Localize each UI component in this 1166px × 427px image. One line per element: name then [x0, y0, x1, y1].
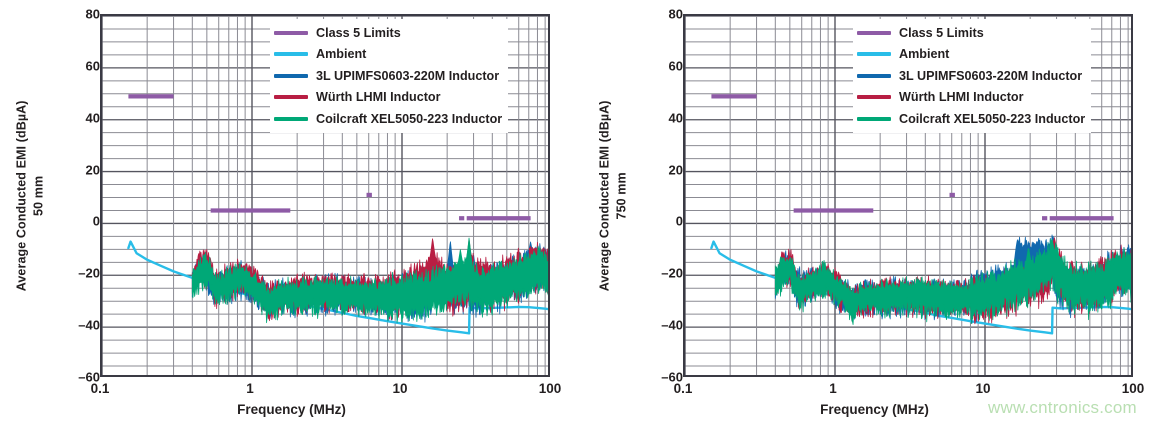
legend-item: Coilcraft XEL5050-223 Inductor: [274, 108, 502, 130]
y-tick-label: –20: [661, 265, 683, 281]
legend-swatch-ambient: [274, 52, 308, 57]
legend-swatch-limit: [857, 30, 891, 35]
legend-item: Ambient: [274, 44, 502, 66]
x-tick-label: 1: [246, 381, 254, 396]
legend-label: Class 5 Limits: [316, 25, 401, 40]
chart-panel-50mm: Average Conducted EMI (dBµA) 50 mm 80 60 4…: [14, 7, 562, 418]
y-axis-label-sub: 750 mm: [614, 172, 628, 220]
site-watermark: www.cntronics.com: [988, 398, 1137, 417]
x-tick-label: 100: [1121, 381, 1145, 396]
legend-right: Class 5 Limits Ambient 3L UPIMFS0603-220M …: [853, 19, 1092, 133]
legend-swatch-blue: [274, 73, 308, 78]
x-axis-label-left: Frequency (MHz): [237, 402, 346, 417]
legend-label: 3L UPIMFS0603-220M Inductor: [316, 68, 500, 83]
x-tick-label: 10: [975, 381, 991, 396]
legend-item: Class 5 Limits: [857, 22, 1085, 44]
y-tick-label: 40: [668, 110, 683, 126]
y-tick-label: 80: [85, 6, 100, 22]
legend-item: 3L UPIMFS0603-220M Inductor: [857, 65, 1085, 87]
legend-label: Ambient: [899, 47, 950, 62]
y-tick-label: –20: [78, 265, 100, 281]
x-tick-label: 100: [538, 381, 562, 396]
chart-panel-750mm: Average Conducted EMI (dBµA) 750 mm 80 60…: [583, 0, 1166, 427]
y-tick-label: 60: [85, 58, 100, 74]
legend-swatch-red: [857, 95, 891, 100]
y-tick-label: –40: [78, 317, 100, 333]
legend-label: Coilcraft XEL5050-223 Inductor: [316, 111, 503, 126]
legend-label: Class 5 Limits: [899, 25, 984, 40]
y-tick-label: –60: [661, 369, 683, 385]
legend-swatch-green: [274, 116, 308, 121]
y-axis-label-text: Average Conducted EMI (dBµA): [14, 100, 29, 292]
y-tick-label: 80: [668, 6, 683, 22]
y-tick-label: 0: [92, 213, 100, 229]
legend-label: Ambient: [316, 47, 367, 62]
y-tick-labels-right: 80 60 40 20 0 –20 –40 –60: [631, 7, 683, 385]
legend-label: Würth LHMI Inductor: [899, 90, 1024, 105]
y-tick-label: 0: [675, 213, 683, 229]
y-tick-label: –40: [661, 317, 683, 333]
legend-label: 3L UPIMFS0603-220M Inductor: [899, 68, 1083, 83]
x-axis-label-right: Frequency (MHz): [820, 402, 929, 417]
legend-swatch-limit: [274, 30, 308, 35]
legend-label: Würth LHMI Inductor: [316, 90, 441, 105]
y-tick-label: 40: [85, 110, 100, 126]
legend-item: Würth LHMI Inductor: [274, 87, 502, 109]
x-tick-label: 1: [829, 381, 837, 396]
y-tick-labels-left: 80 60 40 20 0 –20 –40 –60: [48, 7, 100, 385]
legend-item: Würth LHMI Inductor: [857, 87, 1085, 109]
legend-left: Class 5 Limits Ambient 3L UPIMFS0603-220M …: [270, 19, 509, 133]
legend-swatch-ambient: [857, 52, 891, 57]
y-axis-label-sub: 50 mm: [31, 175, 45, 217]
y-tick-label: –60: [78, 369, 100, 385]
legend-item: Coilcraft XEL5050-223 Inductor: [857, 108, 1085, 130]
legend-item: 3L UPIMFS0603-220M Inductor: [274, 65, 502, 87]
legend-swatch-green: [857, 116, 891, 121]
x-tick-label: 0.1: [90, 381, 110, 396]
y-tick-label: 20: [668, 162, 683, 178]
plot-area-left: [100, 14, 550, 377]
legend-item: Class 5 Limits: [274, 22, 502, 44]
legend-swatch-blue: [857, 73, 891, 78]
legend-swatch-red: [274, 95, 308, 100]
legend-item: Ambient: [857, 44, 1085, 66]
y-axis-label-text: Average Conducted EMI (dBµA): [597, 100, 612, 292]
y-tick-label: 20: [85, 162, 100, 178]
y-tick-label: 60: [668, 58, 683, 74]
x-tick-label: 0.1: [673, 381, 693, 396]
legend-label: Coilcraft XEL5050-223 Inductor: [899, 111, 1086, 126]
x-tick-label: 10: [392, 381, 408, 396]
